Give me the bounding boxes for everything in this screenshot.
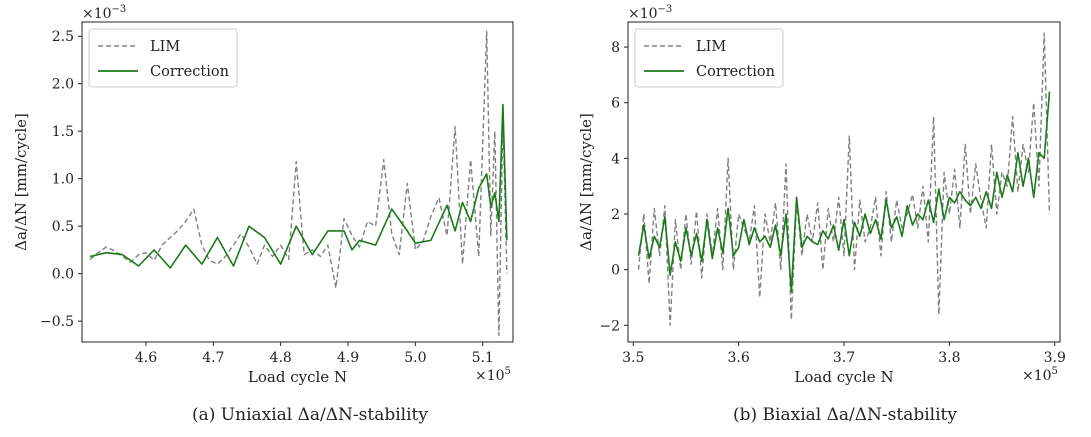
- x-axis-label: Load cycle N: [248, 368, 347, 386]
- legend-box: [88, 28, 238, 88]
- x-axis-label: Load cycle N: [794, 368, 893, 386]
- y-tick-label: 2.5: [52, 29, 74, 45]
- y-tick-label: −0.5: [40, 314, 74, 330]
- y-tick-label: 2: [611, 207, 620, 223]
- y-axis-multiplier: ×10−3: [628, 4, 672, 22]
- x-tick-label: 4.9: [337, 350, 359, 366]
- series-group: [89, 30, 508, 337]
- x-axis-multiplier: ×105: [1022, 366, 1058, 384]
- legend-label-lim: LIM: [150, 39, 180, 55]
- x-tick-label: 3.9: [1044, 350, 1066, 366]
- y-tick-label: 2.0: [52, 77, 74, 93]
- x-multiplier-exponent: 5: [505, 366, 511, 377]
- panel-uniaxial: 4.6 4.7 4.8 4.9 5.0 5.1 −0.5 0.0 0.5 1.0 1.5 2.0 2.5…: [12, 4, 514, 425]
- panel-biaxial: 3.5 3.6 3.7 3.8 3.9 −2 0 2 4 6 8 LIM Correction ×1…: [577, 4, 1066, 425]
- y-multiplier-base: ×10: [628, 6, 658, 22]
- legend-label-correction: Correction: [150, 64, 229, 80]
- series-line-correction: [89, 103, 508, 269]
- y-tick-label: 6: [611, 96, 620, 112]
- y-multiplier-exponent: −3: [658, 4, 673, 15]
- x-tick-label: 3.8: [938, 350, 960, 366]
- series-line-lim: [89, 30, 508, 337]
- legend: LIM Correction: [88, 28, 238, 88]
- y-multiplier-exponent: −3: [112, 4, 127, 15]
- x-tick-label: 3.5: [622, 350, 644, 366]
- y-tick-label: 4: [611, 151, 620, 167]
- y-multiplier-base: ×10: [82, 6, 112, 22]
- y-tick-label: −2: [599, 318, 620, 334]
- series-group: [637, 32, 1051, 326]
- x-tick-label: 3.6: [728, 350, 750, 366]
- figure-caption: (a) Uniaxial Δa/ΔN-stability: [192, 405, 428, 425]
- axis-ticks: 4.6 4.7 4.8 4.9 5.0 5.1 −0.5 0.0 0.5 1.0 1.5 2.0 2.5: [40, 29, 494, 366]
- x-tick-label: 5.1: [472, 350, 494, 366]
- axis-ticks: 3.5 3.6 3.7 3.8 3.9 −2 0 2 4 6 8: [599, 40, 1066, 366]
- series-line-correction: [637, 91, 1051, 293]
- plot-frame: [81, 21, 514, 343]
- y-tick-label: 1.5: [52, 124, 74, 140]
- y-tick-label: 8: [611, 40, 620, 56]
- y-axis-multiplier: ×10−3: [82, 4, 126, 22]
- x-tick-label: 4.6: [135, 350, 157, 366]
- y-axis-label: Δa/ΔN [mm/cycle]: [577, 113, 595, 251]
- series-line-lim: [637, 32, 1051, 326]
- x-multiplier-exponent: 5: [1052, 366, 1058, 377]
- x-axis-multiplier: ×105: [475, 366, 511, 384]
- x-tick-label: 4.7: [202, 350, 224, 366]
- y-tick-label: 0.5: [52, 219, 74, 235]
- y-tick-label: 0: [611, 263, 620, 279]
- legend-label-correction: Correction: [696, 64, 775, 80]
- x-multiplier-base: ×10: [1022, 368, 1052, 384]
- legend: LIM Correction: [634, 28, 784, 88]
- legend-label-lim: LIM: [696, 39, 726, 55]
- x-tick-label: 4.8: [270, 350, 292, 366]
- x-multiplier-base: ×10: [475, 368, 505, 384]
- y-axis-label: Δa/ΔN [mm/cycle]: [12, 113, 30, 251]
- y-tick-label: 1.0: [52, 172, 74, 188]
- figure-caption: (b) Biaxial Δa/ΔN-stability: [733, 405, 957, 425]
- y-tick-label: 0.0: [52, 267, 74, 283]
- x-tick-label: 3.7: [833, 350, 855, 366]
- legend-box: [634, 28, 784, 88]
- x-tick-label: 5.0: [404, 350, 426, 366]
